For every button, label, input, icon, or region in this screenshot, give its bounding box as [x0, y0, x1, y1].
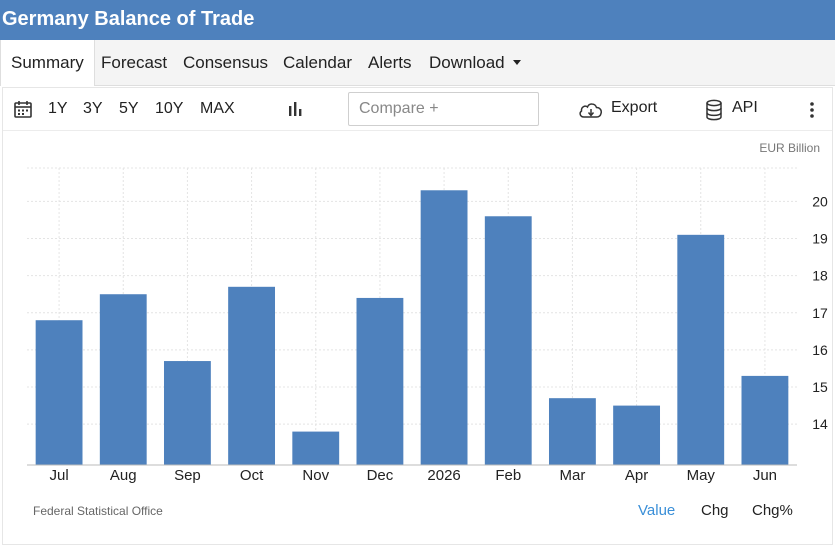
x-tick-label: Aug: [110, 467, 137, 484]
database-icon: [706, 99, 722, 121]
page-title: Germany Balance of Trade: [2, 8, 255, 30]
y-tick-label: 18: [812, 268, 828, 284]
mode-value[interactable]: Value: [638, 502, 676, 519]
bar[interactable]: [99, 294, 147, 465]
bar-chart: 14 15 16 17 18 19 20 Jul Aug Sep Oct Nov Dec 2026 Feb M…: [27, 167, 828, 484]
api-label: API: [732, 99, 758, 116]
bar[interactable]: [292, 431, 340, 465]
bar-chart-icon[interactable]: [286, 100, 304, 123]
y-tick-label: 15: [812, 379, 828, 395]
bar[interactable]: [163, 361, 211, 465]
y-tick-label: 14: [812, 416, 828, 432]
tab-download[interactable]: Download: [429, 40, 521, 86]
units-label: EUR Billion: [759, 141, 820, 155]
x-tick-label: Oct: [240, 467, 264, 484]
tab-consensus[interactable]: Consensus: [183, 53, 269, 72]
x-tick-label: Mar: [559, 467, 585, 484]
range-max[interactable]: MAX: [200, 100, 235, 117]
y-tick-label: 20: [812, 193, 828, 209]
range-10y[interactable]: 10Y: [155, 100, 184, 117]
range-3y[interactable]: 3Y: [83, 100, 103, 117]
y-tick-label: 16: [812, 342, 828, 358]
compare-input[interactable]: [348, 92, 539, 126]
bar[interactable]: [420, 190, 468, 465]
calendar-icon[interactable]: [13, 99, 33, 124]
range-1y[interactable]: 1Y: [48, 100, 68, 117]
mode-chg-percent[interactable]: Chg%: [752, 502, 793, 519]
mode-chg[interactable]: Chg: [701, 502, 729, 519]
source-label: Federal Statistical Office: [33, 504, 163, 518]
x-tick-label: Feb: [495, 467, 521, 484]
bar[interactable]: [741, 375, 789, 465]
bar[interactable]: [677, 234, 725, 465]
x-tick-label: May: [687, 467, 716, 484]
x-tick-label: Sep: [174, 467, 201, 484]
bar[interactable]: [228, 286, 276, 465]
bar[interactable]: [35, 320, 83, 465]
tab-calendar[interactable]: Calendar: [283, 53, 352, 72]
x-tick-label: Jun: [753, 467, 777, 484]
caret-down-icon: [512, 60, 521, 65]
chart-panel: 1Y 3Y 5Y 10Y MAX Export API EUR Billion …: [2, 87, 833, 545]
x-tick-label: Jul: [49, 467, 68, 484]
tab-summary[interactable]: Summary: [0, 40, 95, 86]
bar[interactable]: [484, 216, 532, 465]
export-label: Export: [611, 99, 658, 116]
tab-alerts[interactable]: Alerts: [368, 53, 412, 72]
tab-forecast[interactable]: Forecast: [101, 53, 168, 72]
more-vertical-icon[interactable]: [809, 101, 815, 124]
x-tick-label: 2026: [427, 467, 460, 484]
x-tick-label: Nov: [302, 467, 329, 484]
x-tick-label: Dec: [367, 467, 394, 484]
tab-bar: Summary Forecast Consensus Calendar Aler…: [0, 40, 835, 86]
chart-toolbar: 1Y 3Y 5Y 10Y MAX Export API: [3, 88, 832, 131]
cloud-download-icon: [579, 103, 602, 118]
range-5y[interactable]: 5Y: [119, 100, 139, 117]
bar[interactable]: [613, 405, 661, 465]
x-tick-label: Apr: [625, 467, 648, 484]
title-bar: Germany Balance of Trade: [0, 0, 835, 40]
y-tick-label: 19: [812, 231, 828, 247]
y-tick-label: 17: [812, 305, 828, 321]
bar[interactable]: [548, 398, 596, 465]
tab-download-label: Download: [429, 53, 505, 72]
bar[interactable]: [356, 297, 404, 465]
